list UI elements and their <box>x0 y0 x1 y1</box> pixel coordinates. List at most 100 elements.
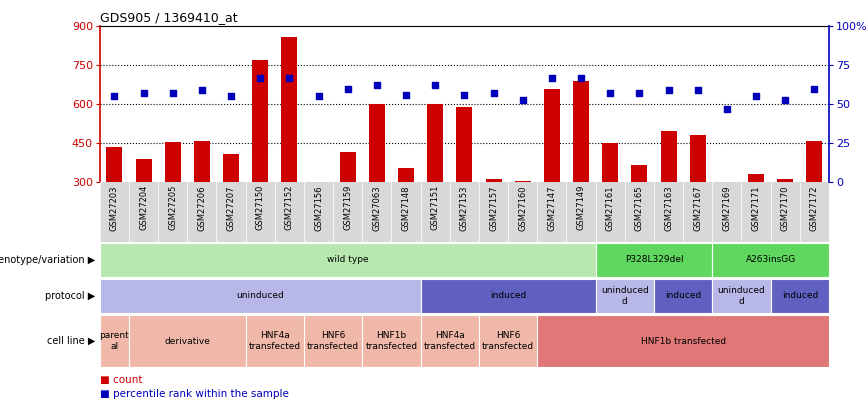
Text: GSM27170: GSM27170 <box>780 185 790 230</box>
Point <box>399 92 413 98</box>
Bar <box>661 132 676 182</box>
Text: ■ percentile rank within the sample: ■ percentile rank within the sample <box>100 389 289 399</box>
Text: HNF4a
transfected: HNF4a transfected <box>249 331 301 351</box>
Bar <box>281 37 298 182</box>
Text: GSM27203: GSM27203 <box>110 185 119 230</box>
Text: parent
al: parent al <box>100 331 129 351</box>
Text: GSM27151: GSM27151 <box>431 185 440 230</box>
Text: GSM27207: GSM27207 <box>227 185 235 230</box>
Text: GSM27156: GSM27156 <box>314 185 323 230</box>
Point <box>749 93 763 100</box>
Text: GSM27160: GSM27160 <box>518 185 527 230</box>
Text: GSM27161: GSM27161 <box>606 185 615 230</box>
Bar <box>544 89 560 182</box>
Text: GSM27169: GSM27169 <box>722 185 732 230</box>
Bar <box>690 135 706 182</box>
Point <box>720 106 733 112</box>
Point <box>224 93 238 100</box>
Bar <box>573 81 589 182</box>
Text: protocol ▶: protocol ▶ <box>45 291 95 301</box>
Text: wild type: wild type <box>327 256 369 264</box>
Bar <box>135 159 152 182</box>
Text: GSM27152: GSM27152 <box>285 185 294 230</box>
Point <box>370 82 384 89</box>
Bar <box>253 60 268 182</box>
Text: GSM27159: GSM27159 <box>343 185 352 230</box>
Bar <box>129 315 246 367</box>
Text: uninduced: uninduced <box>236 291 284 301</box>
Bar <box>713 279 771 313</box>
Text: GSM27163: GSM27163 <box>664 185 673 231</box>
Bar <box>311 182 326 183</box>
Point <box>661 87 675 94</box>
Bar <box>421 279 595 313</box>
Bar <box>100 279 421 313</box>
Text: induced: induced <box>490 291 526 301</box>
Text: HNF6
transfected: HNF6 transfected <box>307 331 359 351</box>
Bar <box>223 154 239 182</box>
Point <box>545 75 559 81</box>
Point <box>779 96 792 103</box>
Point <box>253 75 267 81</box>
Text: HNF1b transfected: HNF1b transfected <box>641 337 726 346</box>
Bar <box>369 104 385 182</box>
Text: GSM27167: GSM27167 <box>694 185 702 231</box>
Bar <box>771 279 829 313</box>
Point <box>807 85 821 92</box>
Text: induced: induced <box>782 291 818 301</box>
Bar <box>194 141 210 182</box>
Bar <box>398 168 414 182</box>
Point <box>136 90 150 96</box>
Bar <box>719 182 735 183</box>
Point <box>341 85 355 92</box>
Point <box>282 75 296 81</box>
Point <box>108 93 122 100</box>
Point <box>166 90 180 96</box>
Bar <box>806 141 822 182</box>
Bar <box>515 181 530 182</box>
Text: GSM27204: GSM27204 <box>139 185 148 230</box>
Text: HNF4a
transfected: HNF4a transfected <box>424 331 476 351</box>
Bar <box>537 315 829 367</box>
Bar <box>654 279 713 313</box>
Text: GSM27165: GSM27165 <box>635 185 644 230</box>
Text: uninduced
d: uninduced d <box>601 286 648 305</box>
Text: P328L329del: P328L329del <box>625 256 683 264</box>
Text: uninduced
d: uninduced d <box>718 286 766 305</box>
Text: A263insGG: A263insGG <box>746 256 796 264</box>
Text: cell line ▶: cell line ▶ <box>47 336 95 346</box>
Text: GDS905 / 1369410_at: GDS905 / 1369410_at <box>100 11 238 24</box>
Point <box>516 96 529 103</box>
Bar <box>421 315 479 367</box>
Bar <box>165 142 181 182</box>
Point <box>691 87 705 94</box>
Bar <box>457 107 472 182</box>
Text: derivative: derivative <box>164 337 210 346</box>
Bar <box>339 152 356 182</box>
Bar <box>485 179 502 182</box>
Point <box>574 75 588 81</box>
Bar <box>100 315 129 367</box>
Bar <box>748 174 764 182</box>
Text: HNF1b
transfected: HNF1b transfected <box>365 331 418 351</box>
Text: GSM27171: GSM27171 <box>752 185 760 230</box>
Point <box>312 93 326 100</box>
Text: GSM27206: GSM27206 <box>197 185 207 230</box>
Bar <box>304 315 362 367</box>
Bar <box>427 104 444 182</box>
Text: induced: induced <box>665 291 701 301</box>
Point <box>428 82 442 89</box>
Text: GSM27150: GSM27150 <box>256 185 265 230</box>
Point <box>603 90 617 96</box>
Point <box>487 90 501 96</box>
Point <box>457 92 471 98</box>
Text: GSM27172: GSM27172 <box>810 185 819 230</box>
Text: GSM27205: GSM27205 <box>168 185 177 230</box>
Point <box>633 90 647 96</box>
Text: GSM27063: GSM27063 <box>372 185 381 231</box>
Text: genotype/variation ▶: genotype/variation ▶ <box>0 255 95 265</box>
Text: GSM27147: GSM27147 <box>548 185 556 230</box>
Bar <box>602 143 618 182</box>
Text: GSM27157: GSM27157 <box>489 185 498 230</box>
Point <box>195 87 209 94</box>
